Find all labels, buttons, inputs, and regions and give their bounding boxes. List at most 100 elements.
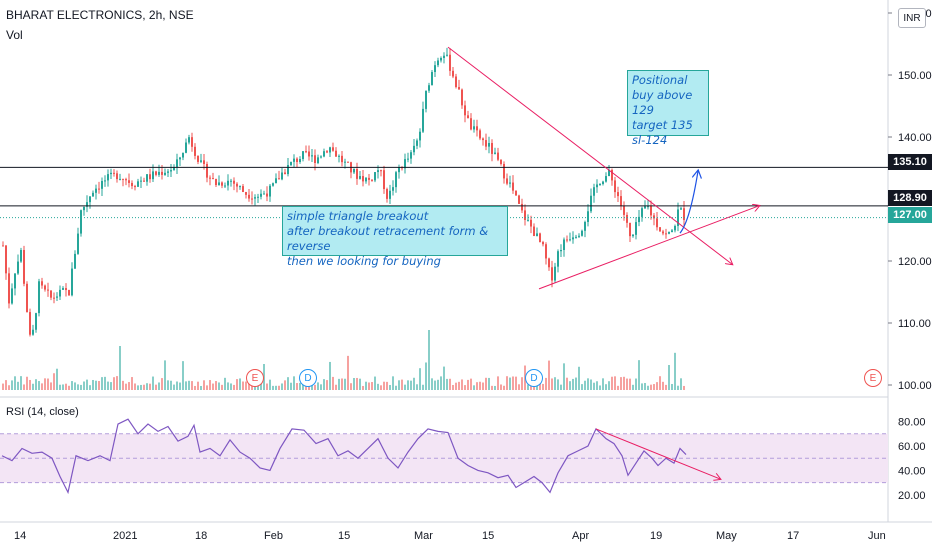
candle-body: [104, 180, 106, 182]
volume-bar: [455, 382, 457, 390]
candle-body: [341, 155, 343, 163]
time-tick-label: Feb: [264, 530, 283, 542]
volume-bar: [98, 381, 100, 390]
volume-bar: [488, 377, 490, 390]
candle-body: [614, 180, 616, 193]
candle-body: [605, 176, 607, 182]
earnings-marker[interactable]: E: [864, 369, 882, 387]
earnings-marker[interactable]: E: [246, 369, 264, 387]
candle-body: [128, 180, 130, 183]
volume-bar: [275, 385, 277, 390]
rsi-tick-label: 60.00: [898, 441, 926, 453]
volume-bar: [65, 383, 67, 390]
candle-body: [527, 219, 529, 221]
candle-body: [8, 273, 10, 304]
candle-body: [665, 233, 667, 235]
volume-bar: [257, 384, 259, 390]
candle-body: [134, 186, 136, 188]
descending-trendline[interactable]: [447, 46, 732, 264]
volume-bar: [80, 384, 82, 390]
volume-bar: [506, 376, 508, 390]
volume-bar: [209, 380, 211, 390]
candle-body: [347, 161, 349, 163]
candle-body: [275, 178, 277, 184]
volume-bar: [59, 384, 61, 390]
rsi-tick-label: 20.00: [898, 490, 926, 502]
volume-bar: [572, 378, 574, 390]
volume-bar: [284, 380, 286, 390]
candle-body: [635, 222, 637, 235]
candle-body: [377, 170, 379, 173]
candle-body: [491, 143, 493, 154]
volume-bar: [221, 384, 223, 390]
time-tick-label: 15: [482, 530, 494, 542]
trendline-drawings[interactable]: [447, 46, 759, 290]
volume-bar: [47, 378, 49, 390]
volume-bar: [302, 382, 304, 390]
volume-bar: [68, 385, 70, 390]
volume-bar: [83, 381, 85, 390]
volume-bar: [494, 385, 496, 390]
volume-bar: [215, 381, 217, 390]
volume-bar: [35, 379, 37, 390]
resistance-price-tag: 135.10: [888, 154, 932, 170]
time-tick-label: May: [716, 530, 737, 542]
candle-body: [305, 151, 307, 153]
volume-bar: [14, 376, 16, 390]
volume-bar: [317, 382, 319, 390]
candle-body: [587, 211, 589, 222]
last-price-tag: 127.00: [888, 207, 932, 223]
candle-body: [359, 176, 361, 179]
candle-body: [182, 152, 184, 158]
volume-bar: [176, 381, 178, 390]
volume-bar: [320, 384, 322, 390]
candle-body: [365, 177, 367, 182]
candle-body: [425, 90, 427, 109]
dividend-marker[interactable]: D: [299, 369, 317, 387]
volume-bar: [359, 378, 361, 390]
volume-bar: [86, 379, 88, 390]
candle-body: [233, 180, 235, 184]
candle-body: [356, 169, 358, 179]
candle-body: [41, 281, 43, 286]
volume-bar: [410, 380, 412, 390]
triangle-note[interactable]: simple triangle breakout after breakout …: [282, 206, 508, 268]
candle-body: [407, 158, 409, 160]
positional-note[interactable]: Positional buy above 129 target 135 sl-1…: [627, 70, 709, 147]
volume-bar: [437, 379, 439, 390]
rsi-down-trendline[interactable]: [595, 428, 720, 479]
candle-body: [500, 159, 502, 164]
candle-body: [404, 159, 406, 169]
dividend-marker[interactable]: D: [525, 369, 543, 387]
ascending-trendline[interactable]: [538, 206, 759, 290]
candle-body: [11, 288, 13, 304]
volume-bar: [581, 384, 583, 390]
volume-bar: [149, 383, 151, 390]
volume-bar: [620, 377, 622, 390]
volume-bar: [362, 385, 364, 390]
volume-bar: [647, 385, 649, 390]
volume-bar: [584, 380, 586, 390]
candle-body: [173, 167, 175, 171]
support-price-tag: 128.90: [888, 190, 932, 206]
candle-body: [476, 126, 478, 131]
candle-body: [314, 155, 316, 163]
candle-body: [611, 169, 613, 181]
candle-body: [170, 170, 172, 172]
candle-body: [452, 70, 454, 77]
candle-body: [560, 250, 562, 252]
volume-bar: [329, 361, 331, 390]
candle-body: [386, 189, 388, 199]
candle-body: [131, 182, 133, 187]
candle-body: [374, 172, 376, 181]
volume-bar: [185, 381, 187, 390]
candle-body: [329, 147, 331, 153]
candle-body: [101, 180, 103, 189]
candle-body: [368, 177, 370, 180]
candle-body: [338, 155, 340, 157]
currency-button[interactable]: INR: [898, 8, 926, 28]
target-arrow[interactable]: [679, 171, 698, 234]
volume-bar: [416, 384, 418, 390]
candle-body: [575, 236, 577, 238]
